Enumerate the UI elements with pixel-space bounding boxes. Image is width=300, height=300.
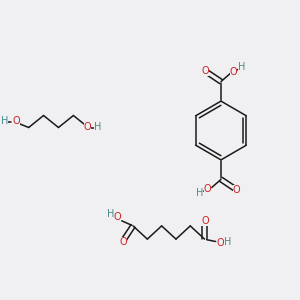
Text: H: H (107, 209, 114, 219)
Text: O: O (201, 66, 209, 76)
Text: O: O (12, 116, 20, 127)
Text: O: O (84, 122, 91, 133)
Text: H: H (1, 116, 8, 127)
Text: H: H (224, 237, 231, 247)
Text: O: O (230, 67, 237, 77)
Text: H: H (94, 122, 102, 133)
Text: H: H (238, 62, 245, 72)
Text: O: O (217, 238, 224, 248)
Text: O: O (113, 212, 121, 223)
Text: O: O (201, 215, 209, 226)
Text: O: O (119, 237, 127, 248)
Text: H: H (196, 188, 203, 199)
Text: O: O (204, 184, 212, 194)
Text: O: O (233, 185, 241, 195)
